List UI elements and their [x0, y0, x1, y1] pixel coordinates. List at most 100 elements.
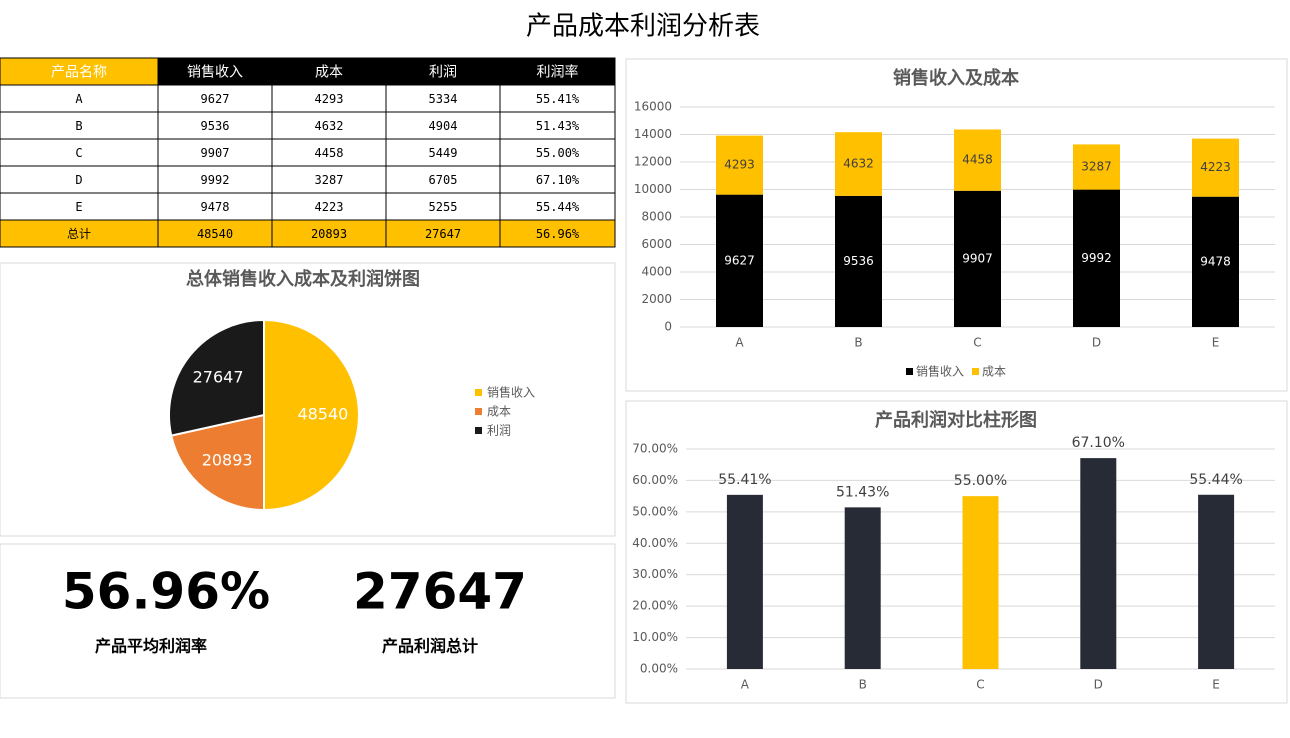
header-cell: [157, 57, 273, 86]
chart-title: 产品利润对比柱形图: [875, 409, 1037, 431]
y-tick-label: 12000: [634, 155, 672, 169]
bar-segment: [1073, 189, 1120, 327]
legend-swatch: [475, 427, 482, 434]
cell-text: E: [75, 200, 82, 214]
legend-swatch: [972, 368, 979, 375]
bar: [1198, 494, 1235, 669]
pie-slice: [168, 318, 265, 437]
cell-text: 20893: [311, 227, 347, 241]
cell-text: 总计: [67, 227, 91, 241]
segment-label: 4223: [1200, 160, 1231, 174]
table-cell: [385, 138, 501, 167]
table-cell: [0, 192, 159, 221]
cell-text: 4223: [315, 200, 344, 214]
x-tick-label: D: [1094, 678, 1103, 692]
x-tick-label: E: [1212, 678, 1220, 692]
y-tick-label: 60.00%: [632, 473, 678, 487]
x-tick-label: C: [976, 678, 984, 692]
bar-segment: [954, 190, 1001, 327]
bar: [844, 507, 881, 669]
table-cell: [157, 165, 273, 194]
cell-text: 5449: [429, 146, 458, 160]
table-cell: [499, 192, 616, 221]
cell-text: 9907: [201, 146, 230, 160]
x-tick-label: E: [1212, 336, 1220, 350]
bar-panel: [625, 400, 1288, 704]
table-cell: [271, 111, 387, 140]
segment-label: 9627: [724, 253, 755, 267]
table-cell: [0, 84, 159, 113]
cell-text: 48540: [197, 227, 233, 241]
cell-text: B: [75, 119, 82, 133]
table-cell: [499, 84, 616, 113]
cell-text: 55.44%: [536, 200, 580, 214]
bar: [1080, 458, 1117, 669]
cell-text: 9627: [201, 92, 230, 106]
kpi-value: 27647: [353, 563, 527, 621]
legend-label: 利润: [487, 424, 511, 438]
table-cell: [157, 138, 273, 167]
legend-swatch: [475, 408, 482, 415]
x-tick-label: D: [1092, 336, 1101, 350]
cell-text: 4293: [315, 92, 344, 106]
segment-label: 9992: [1081, 251, 1112, 265]
bar-segment: [1192, 138, 1239, 197]
y-tick-label: 10.00%: [632, 630, 678, 644]
legend-label: 成本: [487, 405, 511, 419]
table-cell: [0, 138, 159, 167]
x-tick-label: A: [741, 678, 750, 692]
pie-slice: [263, 318, 360, 512]
segment-label: 3287: [1081, 160, 1112, 174]
kpi-label: 产品平均利润率: [95, 637, 207, 656]
cell-text: D: [75, 173, 82, 187]
segment-label: 9907: [962, 251, 993, 265]
y-tick-label: 50.00%: [632, 504, 678, 518]
header-text: 利润: [429, 65, 457, 81]
bar-segment: [716, 135, 763, 195]
segment-label: 4632: [843, 157, 874, 171]
header-text: 利润率: [537, 64, 579, 81]
page-title: 产品成本利润分析表: [526, 12, 760, 42]
pie-slice: [170, 413, 265, 512]
bar-segment: [1073, 144, 1120, 190]
chart-title: 销售收入及成本: [893, 67, 1019, 89]
legend-swatch: [475, 389, 482, 396]
legend-label: 销售收入: [487, 385, 535, 400]
segment-label: 9478: [1200, 254, 1231, 268]
y-tick-label: 40.00%: [632, 536, 678, 550]
legend-label: 成本: [982, 365, 1006, 379]
header-text: 销售收入: [187, 65, 243, 81]
value-label: 55.00%: [954, 473, 1007, 489]
table-cell: [499, 165, 616, 194]
cell-text: 4904: [429, 119, 458, 133]
x-tick-label: B: [859, 678, 867, 692]
y-tick-label: 10000: [634, 182, 672, 196]
x-tick-label: B: [854, 336, 862, 350]
slice-label: 27647: [193, 368, 244, 387]
segment-label: 4458: [962, 153, 993, 167]
table-cell: [499, 138, 616, 167]
cell-text: 6705: [429, 173, 458, 187]
header-text: 成本: [315, 65, 343, 81]
cell-text: 5255: [429, 200, 458, 214]
cell-text: 67.10%: [536, 173, 580, 187]
table-cell: [271, 84, 387, 113]
cell-text: C: [75, 146, 82, 160]
table-cell: [499, 111, 616, 140]
cell-text: 4632: [315, 119, 344, 133]
cell-text: 9536: [201, 119, 230, 133]
cell-text: 56.96%: [536, 227, 580, 241]
bar: [962, 496, 999, 669]
legend-label: 销售收入: [916, 364, 964, 379]
y-tick-label: 0: [664, 320, 672, 334]
cell-text: 27647: [425, 227, 461, 241]
bar: [726, 494, 763, 669]
header-cell: [385, 57, 501, 86]
header-cell: [0, 57, 159, 86]
value-label: 55.41%: [718, 472, 771, 488]
kpi-label: 产品利润总计: [382, 637, 478, 656]
cell-text: 9992: [201, 173, 230, 187]
x-tick-label: C: [973, 336, 981, 350]
kpi-value: 56.96%: [62, 563, 270, 621]
